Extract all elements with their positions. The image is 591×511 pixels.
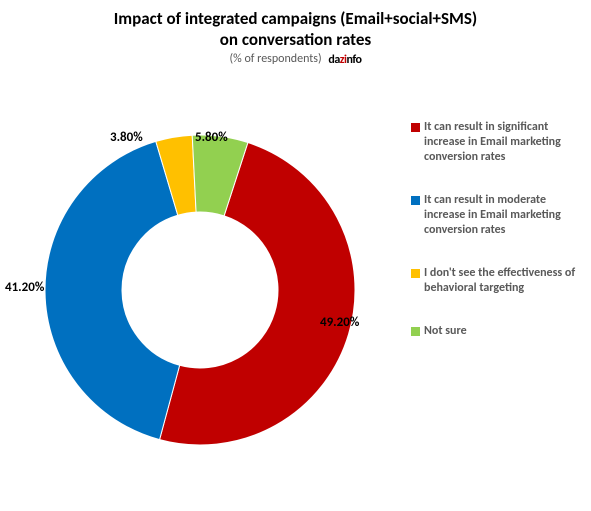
chart-title-line1: Impact of integrated campaigns (Email+so…	[0, 8, 591, 29]
legend-item: Not sure	[411, 324, 581, 339]
legend-label: Not sure	[424, 324, 467, 339]
legend-swatch	[411, 123, 420, 132]
legend-label: It can result in moderate increase in Em…	[424, 193, 581, 238]
data-label: 3.80%	[110, 130, 143, 145]
legend-swatch	[411, 269, 420, 278]
chart-title-line2: on conversation rates	[0, 29, 591, 50]
legend-swatch	[411, 327, 420, 336]
legend-swatch	[411, 196, 420, 205]
legend-label: I don't see the effectiveness of behavio…	[424, 266, 581, 296]
data-label: 49.20%	[320, 315, 359, 330]
data-label: 41.20%	[5, 280, 44, 295]
legend-item: I don't see the effectiveness of behavio…	[411, 266, 581, 296]
chart-legend: It can result in significant increase in…	[411, 120, 581, 367]
chart-subtitle-row: (% of respondents) dazinfo	[0, 52, 591, 66]
brand-logo: dazinfo	[328, 53, 361, 65]
legend-label: It can result in significant increase in…	[424, 120, 581, 165]
donut-slice	[45, 141, 180, 439]
chart-subtitle: (% of respondents)	[230, 52, 322, 66]
chart-title-block: Impact of integrated campaigns (Email+so…	[0, 0, 591, 66]
donut-chart	[10, 100, 390, 480]
legend-item: It can result in moderate increase in Em…	[411, 193, 581, 238]
data-label: 5.80%	[195, 130, 228, 145]
legend-item: It can result in significant increase in…	[411, 120, 581, 165]
